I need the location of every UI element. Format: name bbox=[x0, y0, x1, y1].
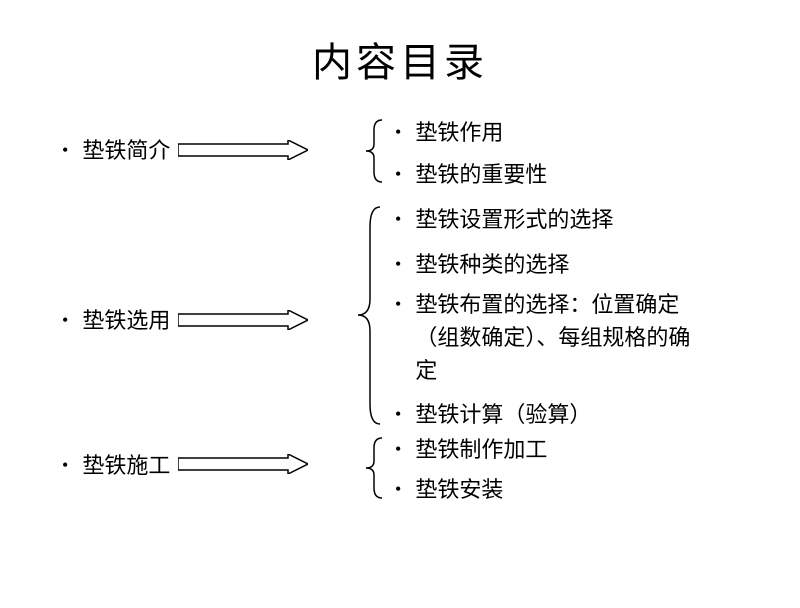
left-label: 垫铁简介 bbox=[82, 133, 170, 165]
right-label: 垫铁的重要性 bbox=[415, 158, 547, 191]
right-item-form: • 垫铁设置形式的选择 bbox=[395, 203, 613, 236]
bullet-icon: • bbox=[395, 291, 401, 318]
bullet-icon: • bbox=[395, 401, 401, 428]
left-label: 垫铁选用 bbox=[82, 303, 170, 335]
right-item-importance: • 垫铁的重要性 bbox=[395, 158, 547, 191]
left-item-selection: • 垫铁选用 bbox=[62, 303, 170, 335]
right-label: 垫铁计算（验算） bbox=[415, 398, 591, 431]
brace-icon bbox=[360, 118, 384, 184]
diagram-content: • 垫铁简介 • 垫铁选用 • 垫铁施工 • 垫铁作用 • 垫铁的重要性 • 垫… bbox=[0, 108, 800, 608]
right-label: 垫铁安装 bbox=[415, 473, 503, 506]
right-item-layout: • 垫铁布置的选择：位置确定（组数确定）、每组规格的确定 bbox=[395, 288, 695, 387]
right-item-type: • 垫铁种类的选择 bbox=[395, 248, 569, 281]
left-item-intro: • 垫铁简介 bbox=[62, 133, 170, 165]
bullet-icon: • bbox=[395, 161, 401, 188]
brace-icon bbox=[360, 436, 384, 500]
bullet-icon: • bbox=[395, 119, 401, 146]
arrow-icon bbox=[178, 454, 308, 474]
bullet-icon: • bbox=[62, 310, 68, 331]
arrow-icon bbox=[178, 310, 308, 330]
right-item-fabrication: • 垫铁制作加工 bbox=[395, 433, 547, 466]
right-label: 垫铁设置形式的选择 bbox=[415, 203, 613, 236]
bullet-icon: • bbox=[395, 476, 401, 503]
left-item-construction: • 垫铁施工 bbox=[62, 448, 170, 480]
brace-icon bbox=[352, 203, 384, 428]
page-title: 内容目录 bbox=[0, 0, 800, 108]
bullet-icon: • bbox=[395, 206, 401, 233]
bullet-icon: • bbox=[62, 455, 68, 476]
right-item-function: • 垫铁作用 bbox=[395, 116, 503, 149]
right-label: 垫铁制作加工 bbox=[415, 433, 547, 466]
bullet-icon: • bbox=[395, 436, 401, 463]
right-item-calc: • 垫铁计算（验算） bbox=[395, 398, 591, 431]
bullet-icon: • bbox=[62, 140, 68, 161]
right-label: 垫铁种类的选择 bbox=[415, 248, 569, 281]
right-label: 垫铁布置的选择：位置确定（组数确定）、每组规格的确定 bbox=[415, 288, 695, 387]
right-item-install: • 垫铁安装 bbox=[395, 473, 503, 506]
left-label: 垫铁施工 bbox=[82, 448, 170, 480]
right-label: 垫铁作用 bbox=[415, 116, 503, 149]
bullet-icon: • bbox=[395, 251, 401, 278]
arrow-icon bbox=[178, 140, 308, 160]
